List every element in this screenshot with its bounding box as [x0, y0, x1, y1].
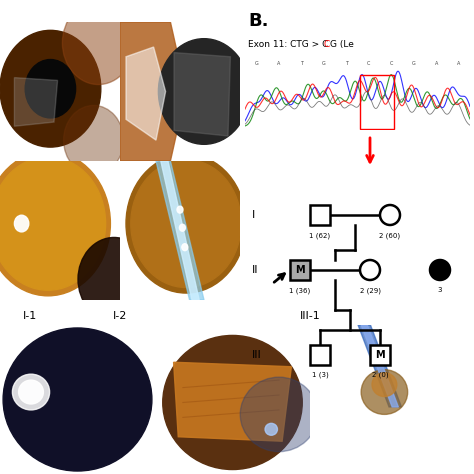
Text: 2 (0): 2 (0)	[372, 372, 388, 379]
Bar	[310, 205, 330, 225]
Text: 2 (29): 2 (29)	[359, 287, 381, 293]
Circle shape	[380, 205, 400, 225]
Circle shape	[372, 373, 397, 397]
Circle shape	[0, 30, 101, 147]
Text: G: G	[255, 62, 258, 66]
Circle shape	[240, 377, 318, 452]
Bar	[370, 345, 390, 365]
Text: 1 (36): 1 (36)	[289, 287, 310, 293]
Text: Left Eye: Left Eye	[127, 6, 175, 16]
Text: 3: 3	[438, 287, 442, 293]
Text: I-1: I-1	[23, 311, 37, 321]
Text: I: I	[252, 210, 255, 220]
Text: C: C	[367, 62, 371, 66]
Text: 1 (3): 1 (3)	[311, 372, 328, 379]
Polygon shape	[361, 325, 398, 407]
Bar	[290, 260, 310, 280]
Circle shape	[25, 60, 75, 118]
Circle shape	[430, 260, 450, 280]
Circle shape	[179, 224, 185, 231]
Polygon shape	[358, 325, 401, 407]
Text: C: C	[324, 40, 330, 49]
Text: C: C	[390, 62, 393, 66]
Circle shape	[12, 374, 50, 410]
Text: A: A	[277, 62, 281, 66]
Circle shape	[182, 244, 188, 251]
Text: B.: B.	[248, 12, 268, 30]
Text: T: T	[300, 62, 303, 66]
Text: A: A	[457, 62, 460, 66]
Circle shape	[177, 206, 183, 213]
Circle shape	[64, 105, 124, 175]
Circle shape	[265, 423, 277, 435]
Text: 2 (60): 2 (60)	[380, 232, 401, 238]
Circle shape	[360, 260, 380, 280]
Text: III: III	[252, 350, 262, 360]
Text: III-1: III-1	[300, 311, 320, 321]
Circle shape	[78, 237, 150, 321]
Text: A: A	[435, 62, 438, 66]
Text: Exon 11: CTG > C: Exon 11: CTG > C	[248, 40, 328, 49]
Text: G (Le: G (Le	[330, 40, 354, 49]
Circle shape	[0, 151, 110, 296]
Circle shape	[158, 39, 250, 144]
Polygon shape	[156, 161, 204, 300]
Polygon shape	[14, 78, 58, 126]
Bar	[360, 75, 393, 128]
Circle shape	[0, 157, 106, 290]
Text: T: T	[345, 62, 348, 66]
Circle shape	[361, 370, 408, 414]
Circle shape	[14, 215, 29, 232]
Text: 1 (62): 1 (62)	[310, 232, 330, 238]
Circle shape	[63, 1, 135, 84]
Text: M: M	[375, 350, 385, 360]
Text: M: M	[295, 265, 305, 275]
Polygon shape	[174, 53, 230, 136]
Text: G: G	[412, 62, 416, 66]
Text: Right Eye: Right Eye	[3, 6, 59, 16]
Circle shape	[18, 380, 44, 404]
Circle shape	[126, 154, 246, 293]
Circle shape	[163, 336, 302, 470]
Circle shape	[131, 160, 241, 288]
Bar	[310, 345, 330, 365]
Polygon shape	[161, 161, 199, 300]
Polygon shape	[126, 47, 165, 140]
Polygon shape	[120, 22, 186, 161]
Text: II: II	[252, 265, 258, 275]
Text: I-2: I-2	[113, 311, 127, 321]
Circle shape	[3, 328, 152, 471]
Text: G: G	[322, 62, 326, 66]
Polygon shape	[173, 362, 292, 441]
